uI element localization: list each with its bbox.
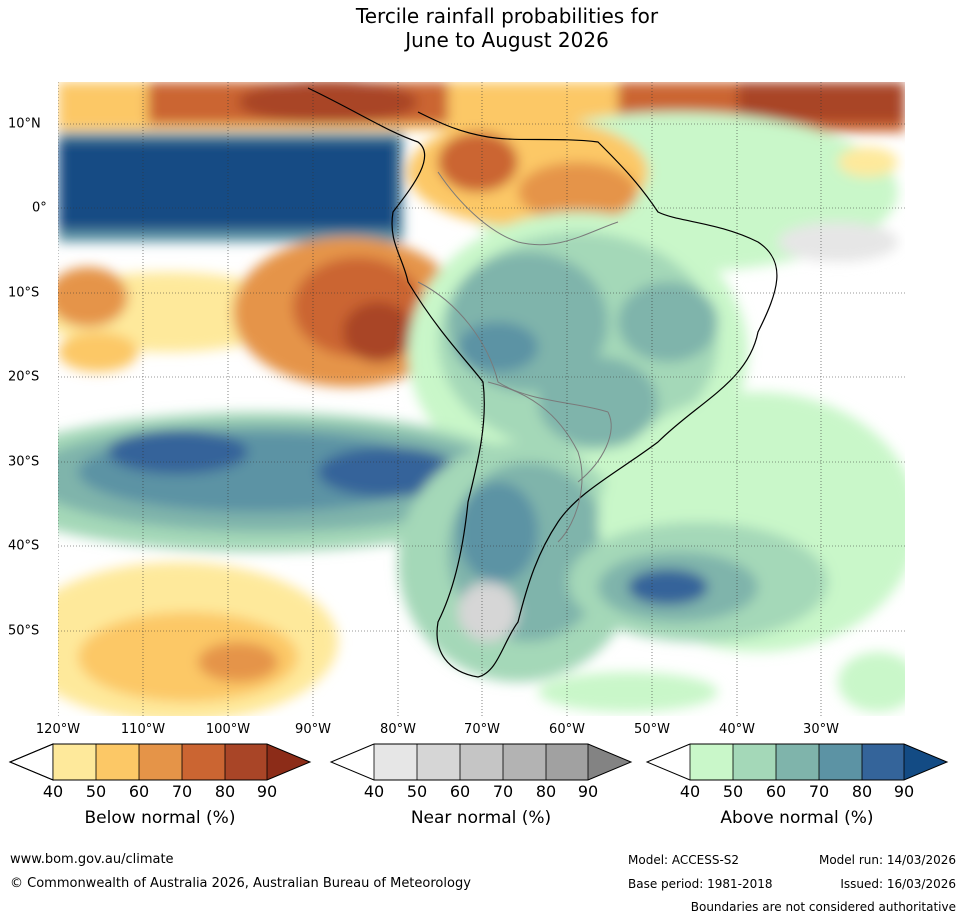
cbar-near-80 — [503, 744, 546, 780]
cbar-below-90 — [225, 744, 267, 780]
footer-disclaimer: Boundaries are not considered authoritat… — [690, 900, 956, 914]
cbar-below-60 — [96, 744, 139, 780]
lat-label-40s: 40°S — [8, 538, 40, 554]
cbar-near-50 — [374, 744, 417, 780]
cbar-above-80 — [819, 744, 862, 780]
cbar-above-tick-80: 80 — [851, 782, 873, 801]
cbar-near-low-tri — [331, 744, 374, 780]
footer-model: Model: ACCESS-S2 — [628, 853, 740, 867]
cbar-near-label: Near normal (%) — [410, 808, 552, 828]
cbar-below-80 — [182, 744, 225, 780]
map-title: Tercile rainfall probabilities for June … — [0, 4, 965, 52]
cbar-near-dividers — [373, 744, 589, 780]
rainfall-probability-map — [58, 82, 905, 716]
lon-label-110w: 110°W — [120, 722, 166, 737]
cbar-below-high-tri — [267, 744, 310, 780]
lon-label-90w: 90°W — [295, 722, 331, 737]
cbar-below-tick-80: 80 — [214, 782, 236, 801]
cbar-above-tick-50: 50 — [722, 782, 744, 801]
cbar-above-low-tri — [647, 744, 690, 780]
cbar-above-50 — [690, 744, 733, 780]
lon-label-70w: 70°W — [464, 722, 500, 737]
lat-label-20s: 20°S — [8, 369, 40, 385]
colorbar-below — [8, 743, 312, 781]
colorbar-near — [329, 743, 633, 781]
footer-base-period: Base period: 1981-2018 — [628, 877, 773, 891]
lat-label-10n: 10°N — [8, 116, 41, 132]
cbar-below-dividers — [52, 744, 268, 780]
lon-label-40w: 40°W — [719, 722, 755, 737]
cbar-above-90 — [862, 744, 904, 780]
cbar-below-tick-50: 50 — [85, 782, 107, 801]
cbar-above-high-tri — [904, 744, 947, 780]
coastline — [307, 87, 778, 678]
footer-copyright: © Commonwealth of Australia 2026, Austra… — [10, 876, 471, 891]
title-line-2: June to August 2026 — [405, 28, 609, 52]
cbar-above-dividers — [689, 744, 905, 780]
map-canvas — [58, 82, 905, 716]
lon-label-120w: 120°W — [35, 722, 81, 737]
cbar-above-tick-90: 90 — [893, 782, 915, 801]
lat-label-0: 0° — [32, 200, 47, 216]
lon-label-80w: 80°W — [380, 722, 416, 737]
graticule — [58, 82, 905, 716]
cbar-near-tick-40: 40 — [363, 782, 385, 801]
cbar-above-tick-70: 70 — [808, 782, 830, 801]
lat-label-30s: 30°S — [8, 454, 40, 470]
lon-label-30w: 30°W — [803, 722, 839, 737]
cbar-above-tick-40: 40 — [679, 782, 701, 801]
cbar-below-label: Below normal (%) — [84, 808, 236, 828]
cbar-below-tick-40: 40 — [42, 782, 64, 801]
cbar-above-60 — [733, 744, 776, 780]
cbar-below-tick-60: 60 — [128, 782, 150, 801]
country-borders — [417, 171, 619, 543]
cbar-near-tick-60: 60 — [449, 782, 471, 801]
probability-field — [58, 82, 905, 716]
title-line-1: Tercile rainfall probabilities for — [355, 4, 659, 28]
cbar-above-tick-60: 60 — [765, 782, 787, 801]
colorbar-above — [645, 743, 949, 781]
cbar-near-90 — [546, 744, 588, 780]
colorbars — [8, 743, 949, 781]
cbar-below-50 — [53, 744, 96, 780]
cbar-near-60 — [417, 744, 460, 780]
cbar-near-70 — [460, 744, 503, 780]
cbar-above-label: Above normal (%) — [720, 808, 874, 828]
cbar-near-high-tri — [588, 744, 631, 780]
cbar-near-tick-50: 50 — [406, 782, 428, 801]
cbar-near-tick-70: 70 — [492, 782, 514, 801]
lat-label-50s: 50°S — [8, 623, 40, 639]
lon-label-50w: 50°W — [634, 722, 670, 737]
footer-url[interactable]: www.bom.gov.au/climate — [10, 852, 174, 867]
cbar-below-70 — [139, 744, 182, 780]
cbar-below-tick-70: 70 — [171, 782, 193, 801]
cbar-below-tick-90: 90 — [256, 782, 278, 801]
footer-issued: Issued: 16/03/2026 — [840, 877, 956, 891]
lon-label-60w: 60°W — [549, 722, 585, 737]
lat-label-10s: 10°S — [8, 285, 40, 301]
cbar-near-tick-90: 90 — [577, 782, 599, 801]
cbar-below-low-tri — [8, 743, 54, 781]
footer-model-run: Model run: 14/03/2026 — [818, 853, 956, 867]
cbar-near-tick-80: 80 — [535, 782, 557, 801]
cbar-above-70 — [776, 744, 819, 780]
lon-label-100w: 100°W — [205, 722, 251, 737]
